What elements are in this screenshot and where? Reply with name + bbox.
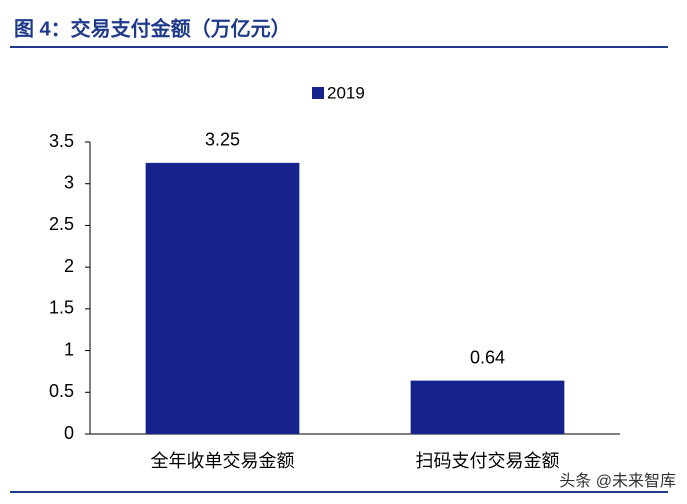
x-tick-label: 扫码支付交易金额 bbox=[416, 451, 560, 471]
y-tick-label: 1.5 bbox=[49, 298, 74, 318]
y-tick-label: 0 bbox=[64, 423, 74, 443]
value-label: 0.64 bbox=[470, 347, 505, 367]
watermark: 头条 @未来智库 bbox=[559, 472, 676, 490]
y-tick-label: 2 bbox=[64, 256, 74, 276]
x-tick-label: 全年收单交易金额 bbox=[151, 451, 295, 471]
legend-swatch bbox=[312, 87, 324, 99]
value-label: 3.25 bbox=[205, 130, 240, 150]
y-tick-label: 3 bbox=[64, 172, 74, 192]
bar bbox=[145, 162, 300, 434]
chart-title: 图 4：交易支付金额（万亿元） bbox=[14, 16, 291, 40]
y-tick-label: 0.5 bbox=[49, 381, 74, 401]
y-tick-label: 1 bbox=[64, 339, 74, 359]
bar bbox=[410, 380, 565, 434]
legend-label: 2019 bbox=[327, 83, 365, 102]
y-tick-label: 2.5 bbox=[49, 214, 74, 234]
y-tick-label: 3.5 bbox=[49, 131, 74, 151]
